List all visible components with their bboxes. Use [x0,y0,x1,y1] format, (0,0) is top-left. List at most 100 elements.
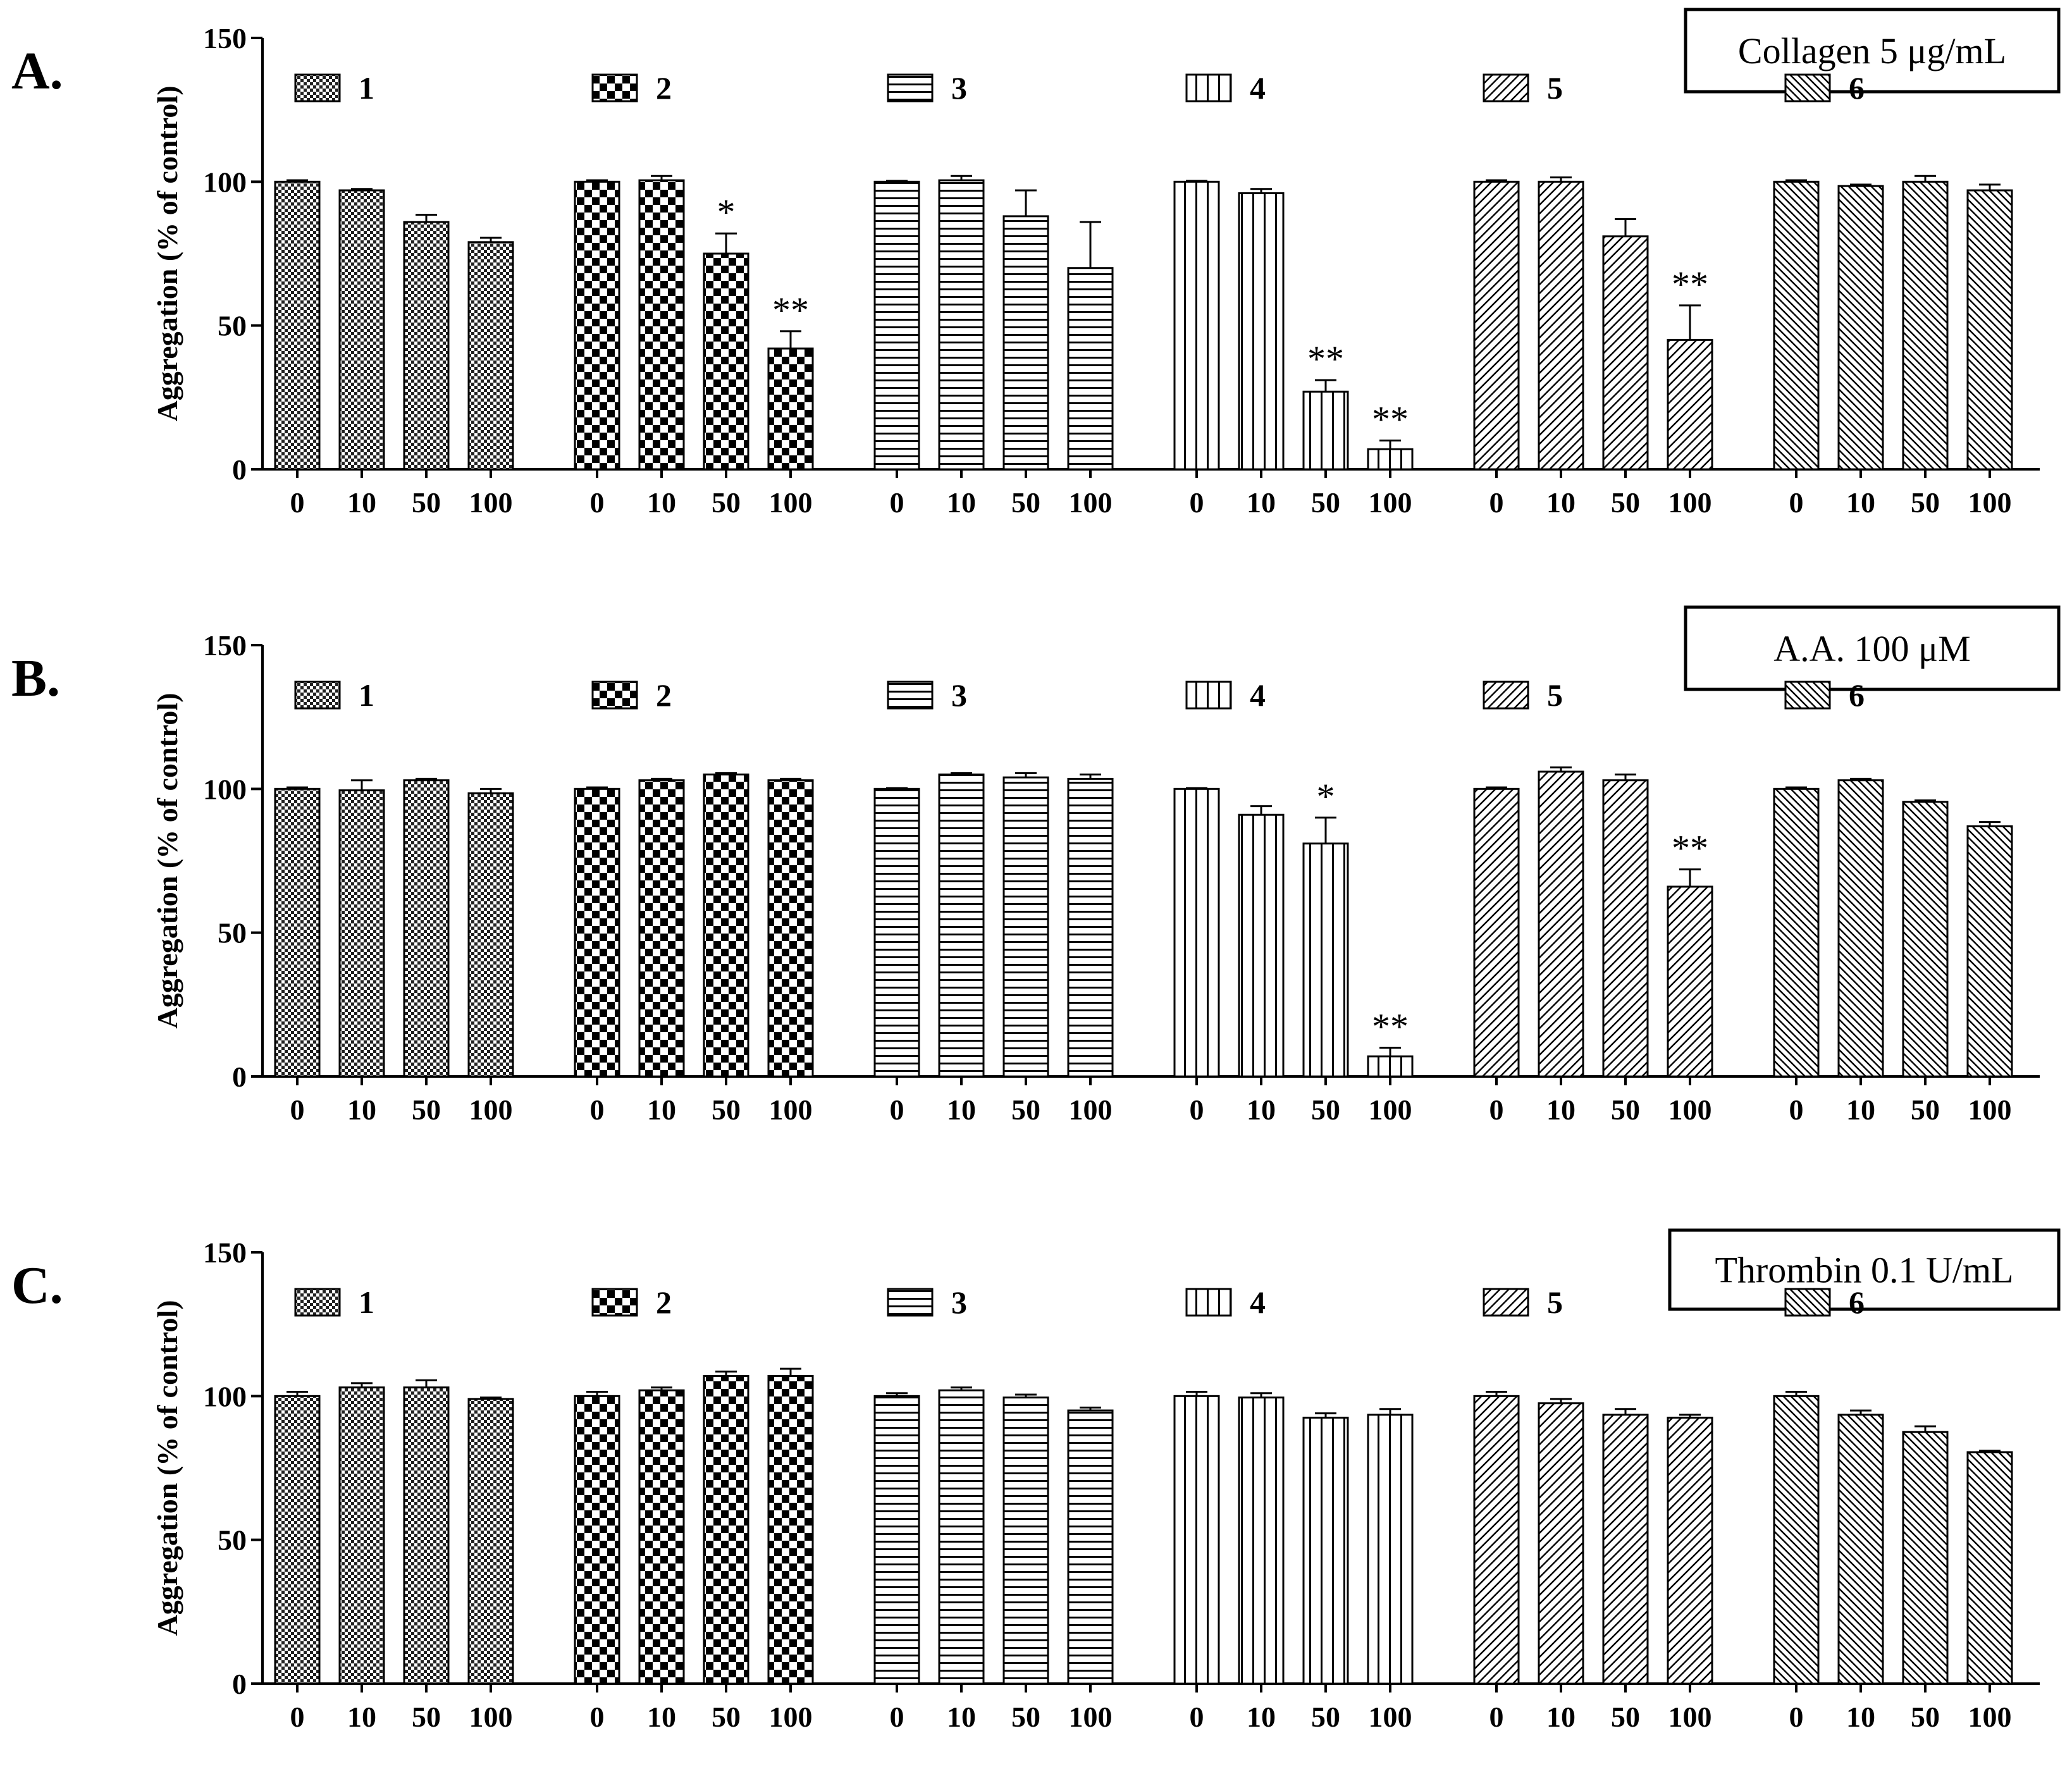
y-tick-label: 50 [218,917,247,949]
bar [1667,1416,1713,1685]
x-tick-label: 50 [1011,1701,1040,1733]
series-group-2: 2 0 10 50 100 [574,677,814,1126]
x-tick-label: 100 [1369,1701,1412,1733]
significance-marker: ** [1372,1006,1409,1047]
bar [1538,770,1584,1078]
y-tick-label: 50 [218,1524,247,1557]
bar [1367,1055,1414,1078]
significance-marker: ** [1372,399,1409,440]
bar [1667,885,1713,1078]
bar [1602,235,1649,471]
panel-3: C. Thrombin 0.1 U/mL050100150Aggregation … [11,1228,2061,1733]
x-tick-label: 0 [890,486,904,519]
bar [873,1395,920,1685]
legend-label: 2 [656,70,672,106]
x-tick-label: 10 [947,1094,976,1126]
legend-label: 1 [359,70,374,106]
bar [1966,1451,2013,1685]
x-tick-label: 0 [1489,1701,1504,1733]
bar [638,779,685,1078]
x-tick-label: 50 [712,1701,741,1733]
y-tick-label: 150 [203,1236,247,1269]
bar [1538,1402,1584,1685]
bar [1302,1416,1349,1685]
series-group-6: 6 0 10 50 100 [1773,677,2013,1126]
bar [1302,390,1349,471]
y-tick-label: 0 [232,453,247,486]
bar [1602,779,1649,1078]
x-tick-label: 10 [1247,1701,1276,1733]
bar [1966,189,2013,471]
y-tick-label: 100 [203,1380,247,1412]
series-group-2: 2 0 10 50 * 100 ** [574,70,814,519]
bar [338,1386,385,1685]
bar [767,1375,814,1685]
bar [1473,1395,1520,1685]
x-tick-label: 50 [1611,1701,1640,1733]
legend-swatch [591,681,638,710]
legend-label: 5 [1547,1285,1563,1320]
legend-swatch [294,1288,341,1317]
series-group-3: 3 0 10 50 100 [873,677,1114,1126]
x-tick-label: 50 [712,486,741,519]
x-tick-label: 50 [1011,486,1040,519]
bar [1238,1396,1285,1685]
significance-marker: ** [1672,828,1708,869]
x-tick-label: 50 [1911,486,1940,519]
x-tick-label: 0 [890,1094,904,1126]
bar [638,1389,685,1685]
bar [1837,185,1884,471]
x-tick-label: 100 [1069,486,1113,519]
x-tick-label: 0 [1789,1701,1804,1733]
series-group-5: 50 10 50 100** [1473,677,1713,1126]
legend-swatch [887,1288,934,1317]
legend-label: 3 [951,677,967,713]
x-tick-label: 100 [1668,486,1712,519]
bar [1837,1414,1884,1685]
x-tick-label: 50 [1911,1094,1940,1126]
x-tick-label: 50 [412,486,441,519]
bar [1538,180,1584,471]
legend-label: 3 [951,70,967,106]
series-group-4: 4 0 10 50 * 100 ** [1173,677,1414,1126]
bar [1667,338,1713,471]
bar [1367,1414,1414,1685]
x-tick-label: 100 [1968,1701,2012,1733]
condition-box [1684,605,2061,691]
x-tick-label: 10 [1247,1094,1276,1126]
bar [1602,1414,1649,1685]
bar [767,347,814,471]
x-tick-label: 10 [1846,1701,1875,1733]
bar [1173,787,1220,1078]
bar [938,774,985,1078]
x-tick-label: 50 [1611,486,1640,519]
series-group-3: 3 0 10 50 100 [873,70,1114,519]
bar [1473,180,1520,471]
legend-label: 4 [1250,70,1266,106]
legend-swatch [1185,1288,1232,1317]
bar [638,179,685,471]
bar [1002,215,1049,471]
bar [1173,180,1220,471]
x-tick-label: 50 [1311,486,1340,519]
bar [703,1375,749,1685]
significance-marker: * [1317,776,1335,817]
x-tick-label: 50 [1011,1094,1040,1126]
series-group-6: 6 0 10 50 100 [1773,1285,2013,1733]
bar [1473,787,1520,1078]
significance-marker: ** [1307,338,1344,379]
legend-label: 2 [656,677,672,713]
bar [1302,842,1349,1078]
bar [1067,777,1114,1078]
x-tick-label: 10 [1846,486,1875,519]
legend-label: 4 [1250,677,1266,713]
bar [574,787,620,1078]
x-tick-label: 10 [947,486,976,519]
bar [574,180,620,471]
x-tick-label: 0 [290,1701,305,1733]
condition-label: Thrombin 0.1 U/mL [1715,1250,2013,1291]
x-tick-label: 100 [1069,1094,1113,1126]
